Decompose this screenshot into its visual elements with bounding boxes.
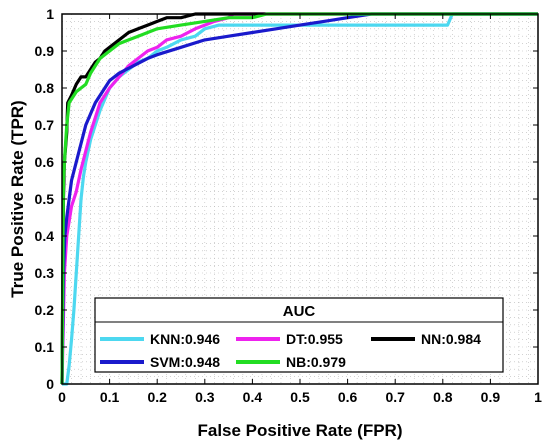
legend-label-3: SVM:0.948 — [150, 354, 220, 370]
x-tick-label: 0.6 — [338, 389, 358, 405]
ticks: 0 0.1 0.2 0.3 0.4 0.5 0.6 0.7 0.8 0.9 1 0 0.1 0.2 0.3 0… — [35, 6, 543, 405]
x-tick-label: 0.8 — [433, 389, 453, 405]
y-tick-label: 0.1 — [35, 339, 55, 355]
series-line-3 — [60, 12, 538, 385]
y-tick-label: 0.8 — [35, 80, 55, 96]
y-tick-label: 0.7 — [35, 117, 55, 133]
y-tick-label: 0 — [46, 376, 54, 392]
series-line-4 — [60, 12, 538, 385]
y-tick-label: 0.2 — [35, 302, 55, 318]
x-tick-label: 0 — [58, 389, 66, 405]
y-tick-label: 0.3 — [35, 265, 55, 281]
x-tick-label: 1 — [534, 389, 542, 405]
x-tick-label: 0.4 — [243, 389, 263, 405]
y-axis-label: True Positive Rate (TPR) — [8, 100, 27, 297]
y-tick-label: 0.5 — [35, 191, 55, 207]
y-tick-label: 1 — [46, 6, 54, 22]
x-tick-label: 0.2 — [147, 389, 167, 405]
x-tick-label: 0.3 — [195, 389, 215, 405]
x-tick-label: 0.9 — [481, 389, 501, 405]
x-tick-label: 0.1 — [100, 389, 120, 405]
legend-box — [94, 297, 504, 373]
x-axis-label: False Positive Rate (FPR) — [197, 421, 402, 440]
legend: AUC KNN:0.946 DT:0.955 NN:0.984 SVM:0.948 NB… — [94, 297, 504, 373]
series-layer — [60, 12, 538, 386]
legend-label-4: NB:0.979 — [286, 354, 346, 370]
legend-label-0: KNN:0.946 — [150, 331, 220, 347]
y-tick-label: 0.9 — [35, 43, 55, 59]
x-tick-label: 0.5 — [290, 389, 310, 405]
y-tick-label: 0.4 — [35, 228, 55, 244]
x-tick-label: 0.7 — [385, 389, 405, 405]
legend-title: AUC — [283, 303, 316, 320]
legend-label-1: DT:0.955 — [286, 331, 343, 347]
y-tick-label: 0.6 — [35, 154, 55, 170]
legend-label-2: NN:0.984 — [421, 331, 481, 347]
